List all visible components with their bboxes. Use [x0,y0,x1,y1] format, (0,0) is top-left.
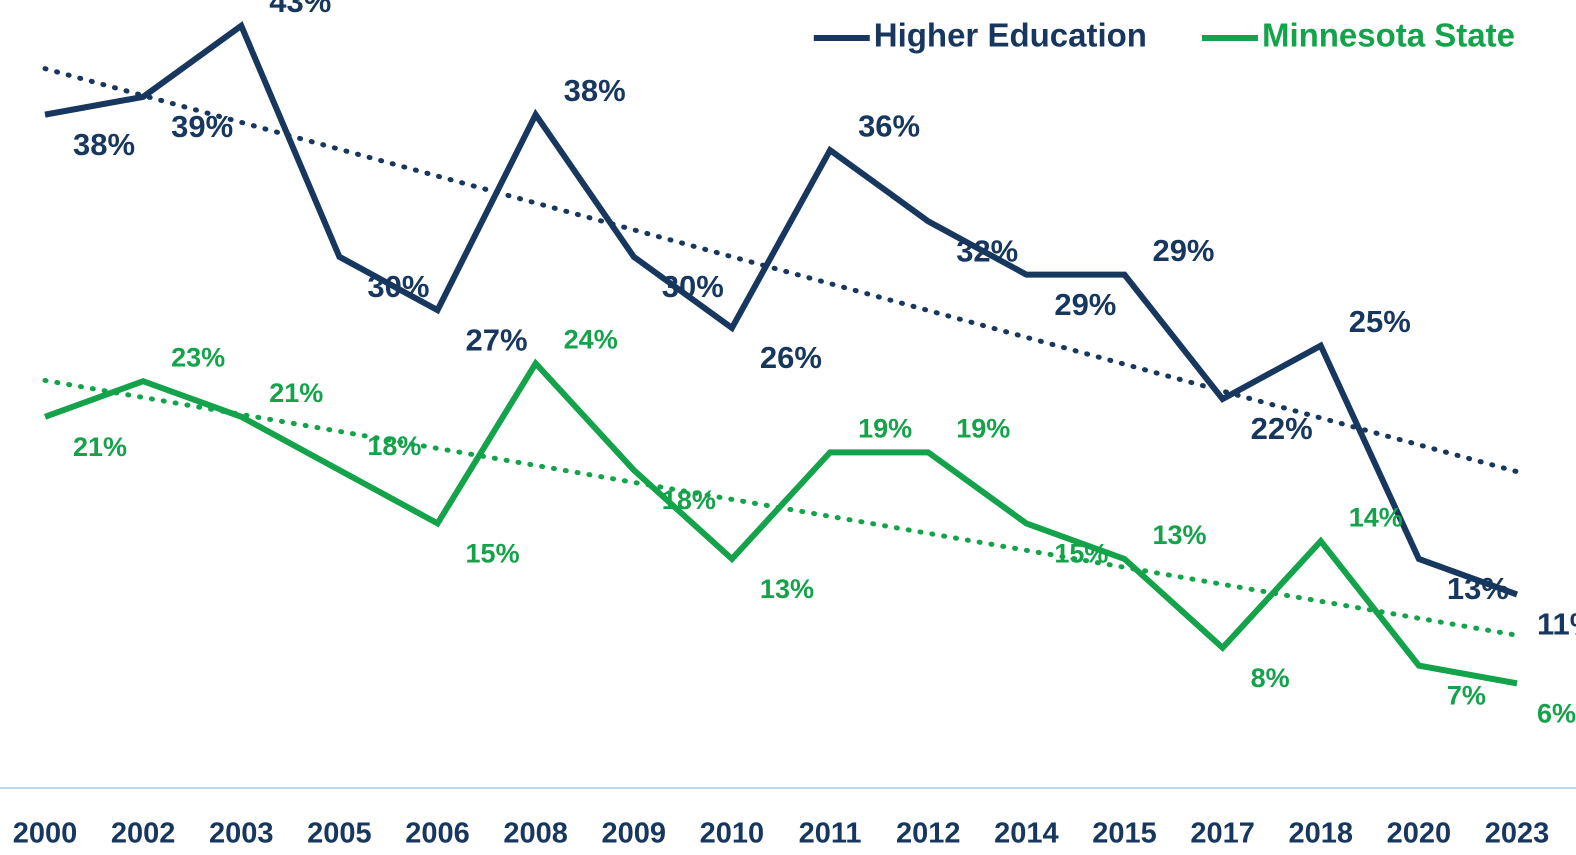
x-tick-label: 2005 [307,818,372,850]
data-label: 21% [269,378,323,408]
data-label: 15% [1054,539,1108,569]
data-label: 38% [564,73,626,108]
data-label: 7% [1447,681,1486,711]
data-label: 24% [564,325,618,355]
data-label: 22% [1251,411,1313,446]
data-label: 25% [1349,304,1411,339]
x-tick-label: 2015 [1092,818,1157,850]
x-tick-label: 2003 [209,818,274,850]
data-label: 13% [1447,571,1509,606]
data-label: 39% [171,109,233,144]
data-label: 13% [1152,520,1206,550]
data-label: 18% [367,431,421,461]
x-tick-label: 2010 [700,818,765,850]
x-tick-label: 2006 [405,818,470,850]
data-label: 29% [1054,287,1116,322]
x-tick-label: 2002 [111,818,176,850]
data-label: 30% [662,269,724,304]
data-label: 11% [1537,607,1576,642]
data-label: 14% [1349,502,1403,532]
series-line [44,21,1519,598]
x-tick-label: 2008 [503,818,568,850]
x-tick-label: 2014 [994,818,1059,850]
data-label: 6% [1537,698,1576,728]
data-label: 43% [269,0,331,19]
data-label: 19% [858,413,912,443]
legend-label: Minnesota State [1262,17,1515,54]
x-tick-label: 2017 [1190,818,1255,850]
data-label: 30% [367,269,429,304]
data-label: 29% [1152,233,1214,268]
data-label: 13% [760,574,814,604]
series-line [43,358,1518,687]
data-label: 23% [171,342,225,372]
x-tick-label: 2018 [1288,818,1353,850]
data-label: 18% [662,485,716,515]
data-label: 26% [760,340,822,375]
data-label: 19% [956,413,1010,443]
data-label: 27% [466,322,528,357]
x-tick-label: 2009 [602,818,667,850]
data-label: 36% [858,108,920,143]
data-label: 32% [956,233,1018,268]
data-label: 21% [73,432,127,462]
x-tick-label: 2011 [799,818,862,850]
x-tick-label: 2020 [1387,818,1452,850]
x-tick-label: 2012 [896,818,961,850]
data-label: 15% [466,539,520,569]
legend-label: Higher Education [874,17,1147,54]
data-label: 38% [73,127,135,162]
data-label: 8% [1251,663,1290,693]
x-tick-label: 2023 [1485,818,1550,850]
x-tick-label: 2000 [13,818,78,850]
